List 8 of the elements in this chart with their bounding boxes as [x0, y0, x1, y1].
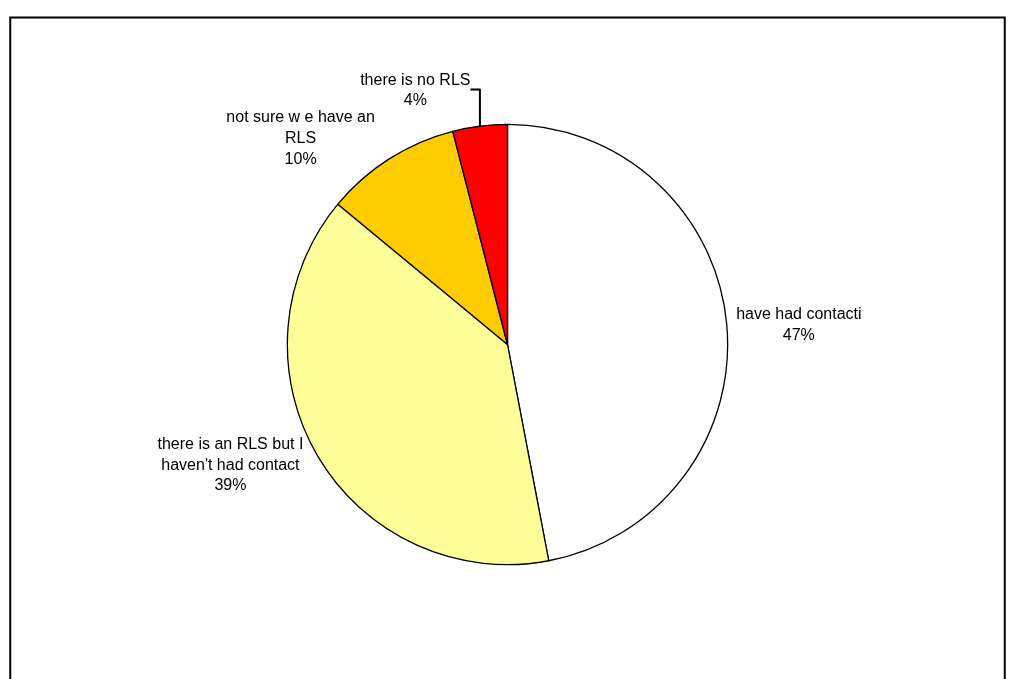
slice-label: there is no RLS	[360, 70, 471, 88]
data-label: 39%	[214, 476, 247, 494]
slice-label: have had contacti	[736, 304, 862, 322]
slice-label: not sure w e have an RLS	[226, 108, 375, 147]
data-label: 10%	[284, 150, 317, 168]
data-label: 47%	[782, 325, 815, 343]
data-label: 4%	[403, 91, 427, 109]
slice-label: there is an RLS but I haven't had contact	[157, 434, 304, 473]
